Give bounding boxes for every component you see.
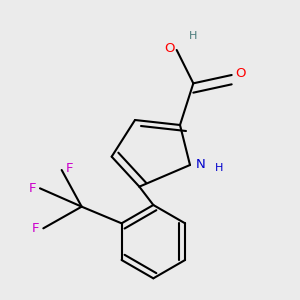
Text: H: H <box>215 163 224 173</box>
Text: F: F <box>66 162 73 175</box>
Text: F: F <box>32 222 39 235</box>
Text: O: O <box>236 67 246 80</box>
Text: N: N <box>196 158 206 171</box>
Text: O: O <box>164 42 175 55</box>
Text: H: H <box>189 31 198 41</box>
Text: F: F <box>28 182 36 195</box>
